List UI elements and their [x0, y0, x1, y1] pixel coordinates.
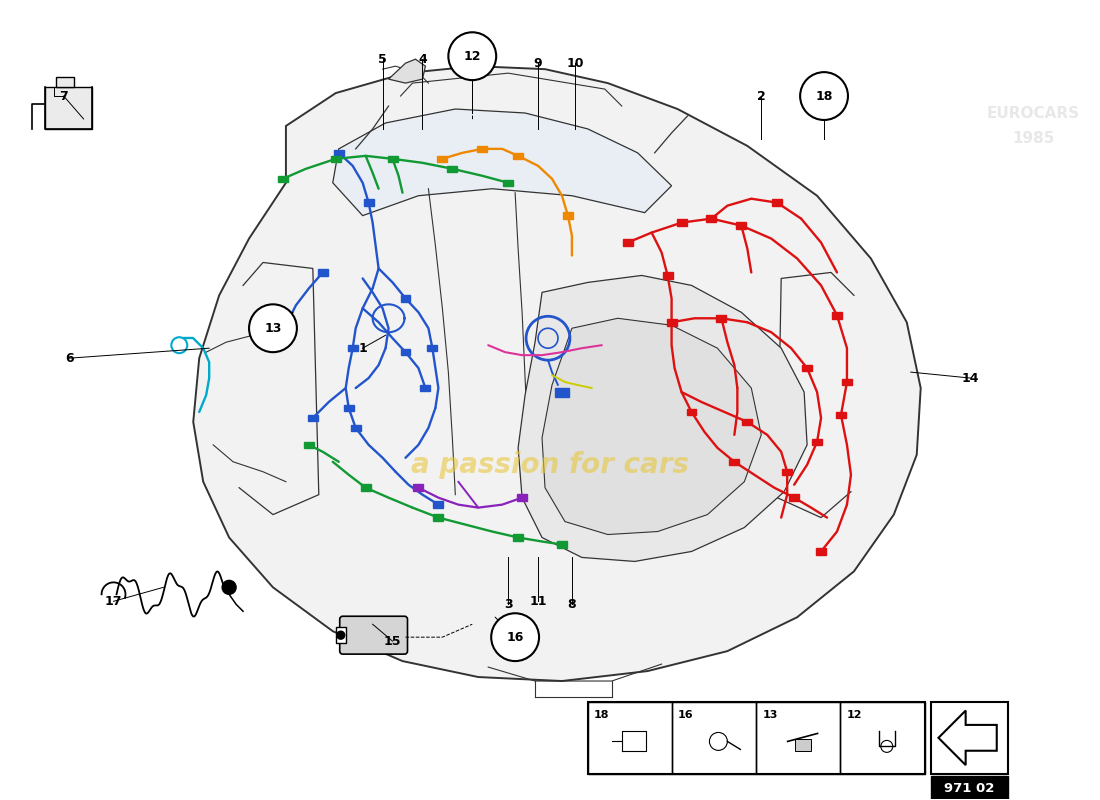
Bar: [304, 442, 313, 448]
Bar: [816, 548, 826, 554]
Bar: [513, 153, 524, 159]
Text: 3: 3: [504, 598, 513, 610]
Text: 11: 11: [529, 594, 547, 608]
Bar: [686, 409, 696, 415]
Text: 14: 14: [961, 371, 979, 385]
Text: 7: 7: [59, 90, 68, 102]
Bar: [667, 319, 676, 326]
Bar: [400, 349, 410, 355]
Bar: [706, 215, 716, 222]
Bar: [782, 469, 792, 475]
Polygon shape: [938, 710, 997, 765]
Bar: [729, 458, 739, 465]
Bar: [387, 156, 397, 162]
Bar: [336, 627, 345, 643]
Bar: [433, 514, 443, 521]
Bar: [812, 438, 822, 445]
Bar: [438, 156, 448, 162]
Text: 12: 12: [463, 50, 481, 62]
Bar: [676, 219, 686, 226]
Bar: [587, 702, 925, 774]
Circle shape: [492, 614, 539, 661]
Bar: [45, 87, 91, 129]
Polygon shape: [518, 275, 807, 562]
Text: 4: 4: [418, 53, 427, 66]
Bar: [716, 315, 726, 322]
Bar: [333, 150, 343, 156]
Circle shape: [249, 304, 297, 352]
Circle shape: [449, 32, 496, 80]
Bar: [757, 702, 840, 774]
Bar: [794, 739, 811, 751]
Bar: [672, 702, 757, 774]
Circle shape: [222, 580, 236, 594]
Polygon shape: [194, 66, 921, 681]
Bar: [662, 272, 672, 278]
Polygon shape: [333, 109, 672, 216]
Text: 8: 8: [568, 598, 576, 610]
Circle shape: [337, 631, 344, 639]
Text: EUROCARS: EUROCARS: [987, 106, 1080, 121]
Bar: [278, 175, 288, 182]
Bar: [587, 702, 672, 774]
Text: 12: 12: [847, 710, 862, 720]
Polygon shape: [542, 318, 761, 534]
FancyBboxPatch shape: [340, 616, 407, 654]
Bar: [308, 414, 318, 421]
Text: 10: 10: [566, 57, 584, 70]
Bar: [836, 412, 846, 418]
Text: 18: 18: [594, 710, 609, 720]
Bar: [557, 542, 566, 548]
Text: 13: 13: [762, 710, 778, 720]
Circle shape: [800, 72, 848, 120]
Bar: [742, 418, 752, 425]
Text: a passion for cars: a passion for cars: [411, 450, 689, 478]
Bar: [832, 312, 842, 318]
Bar: [448, 166, 458, 172]
Bar: [348, 345, 358, 351]
Text: 1985: 1985: [1012, 131, 1055, 146]
Bar: [556, 387, 569, 397]
Bar: [318, 270, 328, 276]
Text: 5: 5: [378, 53, 387, 66]
Bar: [563, 213, 573, 219]
Text: 2: 2: [757, 90, 766, 102]
Bar: [931, 702, 1009, 774]
Bar: [931, 776, 1009, 800]
Bar: [433, 502, 443, 508]
Text: 971 02: 971 02: [945, 782, 994, 795]
Bar: [351, 425, 361, 431]
Bar: [840, 702, 925, 774]
Bar: [513, 534, 524, 541]
Text: 9: 9: [534, 57, 542, 70]
Text: 17: 17: [104, 594, 122, 608]
Bar: [842, 379, 851, 386]
Bar: [802, 365, 812, 371]
Text: 16: 16: [506, 630, 524, 644]
Bar: [428, 345, 438, 351]
Bar: [623, 239, 632, 246]
Bar: [772, 199, 782, 206]
Bar: [414, 485, 424, 491]
Bar: [503, 179, 513, 186]
Bar: [400, 295, 410, 302]
Bar: [789, 494, 799, 501]
Bar: [517, 494, 527, 501]
Polygon shape: [388, 59, 426, 83]
Bar: [343, 405, 354, 411]
Bar: [420, 385, 430, 391]
Text: 13: 13: [264, 322, 282, 334]
Text: 15: 15: [384, 634, 402, 648]
Circle shape: [277, 330, 289, 342]
Text: 1: 1: [359, 342, 367, 354]
Bar: [364, 199, 374, 206]
Bar: [56, 77, 74, 87]
Bar: [331, 156, 341, 162]
Text: 6: 6: [65, 352, 74, 365]
Text: 18: 18: [815, 90, 833, 102]
Bar: [736, 222, 746, 229]
Text: 16: 16: [678, 710, 694, 720]
Bar: [361, 485, 371, 491]
Bar: [477, 146, 487, 152]
